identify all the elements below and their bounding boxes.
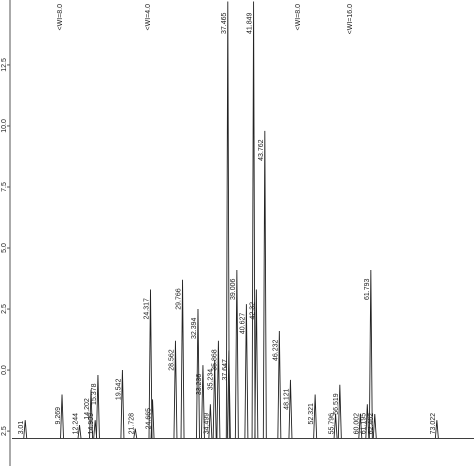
peak xyxy=(216,340,221,439)
peak-label: 24.665 xyxy=(146,408,153,430)
peak xyxy=(368,269,373,439)
peak-label: 3.01 xyxy=(18,421,25,435)
peak xyxy=(358,413,363,439)
peak-label: 15.378 xyxy=(91,383,98,405)
peak-label: 43.762 xyxy=(258,139,265,161)
peak xyxy=(251,1,256,439)
peak xyxy=(225,1,230,439)
peak-label: 56.519 xyxy=(333,393,340,415)
peak-label: 35.868 xyxy=(211,349,218,371)
peak-label: 37.465 xyxy=(221,12,228,34)
peak xyxy=(180,279,185,439)
peak xyxy=(337,384,342,439)
peak xyxy=(212,360,217,439)
peak-label: 14.909 xyxy=(88,413,95,435)
peak xyxy=(254,289,259,439)
peak xyxy=(77,424,82,439)
peak-label: 39.006 xyxy=(230,278,237,300)
y-tick-label: 7.5 xyxy=(1,182,8,192)
peak xyxy=(208,404,213,439)
peak-label: 61.195 xyxy=(360,413,367,435)
peak xyxy=(173,340,178,439)
annotation: <WI=8.0 xyxy=(295,4,302,31)
peak xyxy=(60,394,64,439)
y-tick-label: 5.0 xyxy=(1,243,8,253)
peak-label: 61.793 xyxy=(364,278,371,300)
peak-label: 28.562 xyxy=(168,349,175,371)
peak xyxy=(23,420,28,439)
peak-label: 34.499 xyxy=(203,413,210,435)
peak xyxy=(244,304,249,439)
y-tick-label: 2.5 xyxy=(1,304,8,314)
peak-label: 33.236 xyxy=(196,374,203,396)
peak-label: 29.766 xyxy=(176,288,183,310)
peak xyxy=(133,428,138,439)
peak-label: 41.849 xyxy=(247,12,254,34)
annotation: <WI=4.0 xyxy=(145,4,152,31)
peak-label: 42.32 xyxy=(249,302,256,320)
peak-label: 62.462 xyxy=(368,413,375,435)
peak xyxy=(226,350,231,439)
annotation: <WI=8.0 xyxy=(57,4,64,31)
peak-label: 48.121 xyxy=(283,388,290,410)
peak-label: 14.202 xyxy=(84,398,91,420)
annotation: <WI=16.0 xyxy=(347,4,354,34)
peak xyxy=(148,289,153,439)
peak xyxy=(89,389,93,439)
y-tick-label: 10.0 xyxy=(1,119,8,133)
peak xyxy=(288,379,293,439)
peak-label: 73.022 xyxy=(430,413,437,435)
peak-label: 52.321 xyxy=(308,403,315,425)
peak-label: 9.269 xyxy=(55,407,62,425)
peak-label: 35.234 xyxy=(208,369,215,391)
peak xyxy=(372,413,377,439)
peak-label: 46.232 xyxy=(272,339,279,361)
peak-label: 24.317 xyxy=(143,298,150,320)
peak-label: 12.244 xyxy=(73,413,80,435)
peak-label: 55.796 xyxy=(329,413,336,435)
peak xyxy=(277,331,282,439)
peak-label: 21.728 xyxy=(128,413,135,435)
peak-label: 32.394 xyxy=(191,318,198,340)
peak xyxy=(95,374,100,439)
peak xyxy=(234,269,239,439)
peak xyxy=(200,365,205,439)
y-tick-label: 12.5 xyxy=(1,58,8,72)
peak xyxy=(150,399,155,439)
peak xyxy=(434,420,439,439)
peak xyxy=(365,404,370,439)
peak-label: 19.542 xyxy=(115,379,122,401)
peak xyxy=(333,413,338,439)
peak-label: 37.647 xyxy=(222,359,229,381)
peak xyxy=(313,394,318,439)
peak xyxy=(262,130,267,439)
y-tick-label: 2.5 xyxy=(1,426,8,436)
peak-label: 60.002 xyxy=(353,413,360,435)
peak xyxy=(120,370,125,439)
peak-label: 40.627 xyxy=(239,313,246,335)
y-tick-label: 0.0 xyxy=(1,365,8,375)
peak xyxy=(196,309,200,439)
